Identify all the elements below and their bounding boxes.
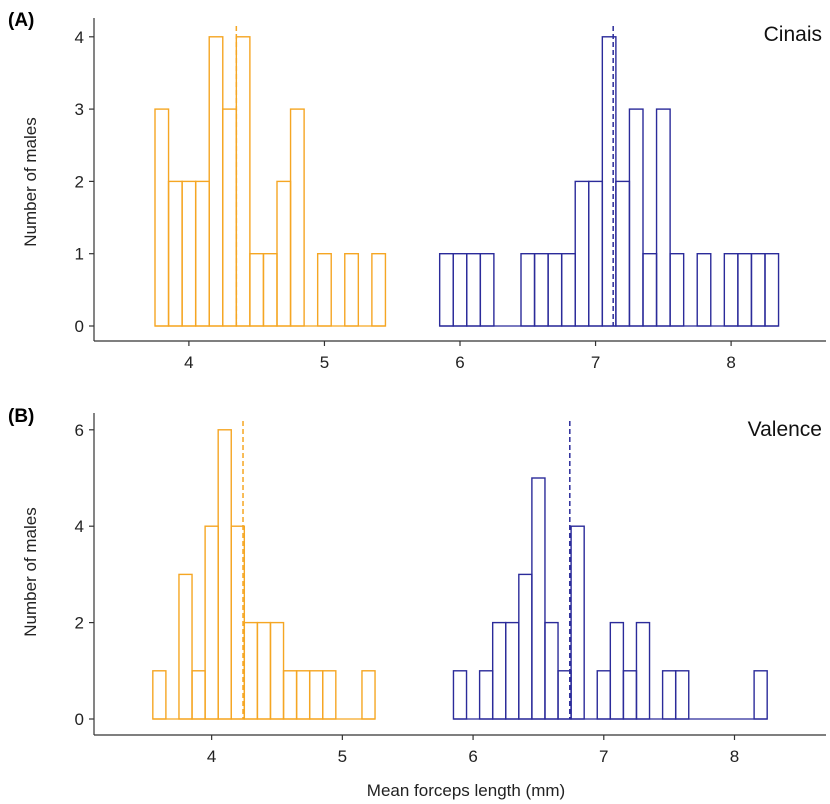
histogram-bar	[167, 180, 183, 327]
histogram-bar	[262, 252, 278, 327]
x-tick-label: 5	[320, 353, 329, 372]
histogram-bar	[609, 621, 625, 720]
histogram-bar	[249, 252, 265, 327]
x-tick-label: 8	[730, 747, 739, 766]
histogram-bar	[520, 252, 536, 327]
histogram-bar	[674, 670, 690, 720]
histogram-bar	[269, 621, 285, 720]
histogram-bar	[276, 180, 292, 327]
x-tick-label: 5	[338, 747, 347, 766]
y-tick-label: 1	[75, 245, 84, 264]
histogram-bar	[696, 252, 712, 327]
histogram-bar	[655, 108, 671, 327]
histogram-bar	[152, 670, 167, 720]
y-axis-title-b: Number of males	[21, 507, 40, 636]
histogram-bar	[361, 670, 376, 720]
histogram-bar	[615, 180, 631, 327]
histogram-bar	[438, 252, 454, 327]
histogram-bar	[217, 429, 232, 720]
histogram-bar	[308, 670, 324, 720]
histogram-bar	[574, 180, 590, 327]
histogram-bar	[289, 108, 305, 327]
x-tick-label: 7	[599, 747, 608, 766]
histogram-bar	[295, 670, 311, 720]
y-tick-label: 2	[75, 614, 84, 633]
y-tick-label: 4	[75, 517, 84, 536]
x-tick-label: 6	[468, 747, 477, 766]
histogram-bar	[243, 621, 259, 720]
histogram-bar	[588, 180, 604, 327]
x-tick-label: 8	[726, 353, 735, 372]
histogram-bar	[344, 252, 360, 327]
histogram-bar	[723, 252, 739, 327]
histogram-bar	[178, 573, 193, 720]
histogram-bar	[533, 252, 549, 327]
x-tick-label: 4	[184, 353, 193, 372]
x-tick-label: 7	[591, 353, 600, 372]
y-tick-label: 4	[75, 28, 84, 47]
histogram-bar	[181, 180, 197, 327]
histogram-bar	[737, 252, 753, 327]
histogram-bar	[628, 108, 644, 327]
y-tick-label: 2	[75, 172, 84, 191]
histogram-bar	[518, 573, 533, 720]
histogram-bar	[479, 252, 495, 327]
histogram-bar	[570, 525, 585, 720]
histogram-bar	[466, 252, 482, 327]
histogram-bar	[256, 621, 272, 720]
site-label: Cinais	[764, 23, 822, 46]
histogram-bar	[235, 36, 251, 327]
histogram-bar	[505, 621, 520, 720]
histogram-bar	[544, 621, 559, 720]
y-tick-label: 0	[75, 317, 84, 336]
histogram-bar	[491, 621, 507, 720]
histogram-bar	[316, 252, 332, 327]
site-label: Valence	[748, 418, 822, 441]
panel-tag: (B)	[8, 406, 34, 427]
histogram-bar	[547, 252, 563, 327]
histogram-bar	[596, 670, 612, 720]
histogram-bar	[452, 670, 468, 720]
histogram-bar	[452, 252, 468, 327]
panel-tag: (A)	[8, 10, 34, 31]
y-axis-title-a: Number of males	[21, 117, 40, 246]
x-axis-title: Mean forceps length (mm)	[367, 781, 565, 800]
panel-b: 0 2 4 6 4 5 6 7 8 (B) Valence	[8, 406, 826, 766]
histogram-bar	[669, 252, 685, 327]
histogram-bar	[208, 36, 224, 327]
histogram-bar	[661, 670, 677, 720]
histogram-bar	[222, 108, 238, 327]
panel-a: 0 1 2 3 4 4 5 6 7 8 (A) Cinais	[8, 10, 826, 372]
histogram-bar	[194, 180, 210, 327]
histogram-bar	[764, 252, 780, 327]
histogram-bar	[478, 670, 494, 720]
histogram-bar	[560, 252, 576, 327]
y-tick-label: 6	[75, 421, 84, 440]
x-tick-label: 6	[455, 353, 464, 372]
histogram-bar	[371, 252, 387, 327]
histogram-bar	[753, 670, 768, 720]
histogram-bar	[635, 621, 651, 720]
histogram-bar	[531, 477, 546, 720]
y-tick-label: 3	[75, 100, 84, 119]
histogram-bar	[322, 670, 337, 720]
histogram-bar	[642, 252, 658, 327]
histogram-bar	[750, 252, 766, 327]
x-tick-label: 4	[207, 747, 216, 766]
histogram-bar	[622, 670, 638, 720]
histogram-bar	[154, 108, 170, 327]
histogram-bar	[204, 525, 219, 720]
histogram-bar	[191, 670, 206, 720]
histogram-bar	[282, 670, 298, 720]
y-tick-label: 0	[75, 710, 84, 729]
